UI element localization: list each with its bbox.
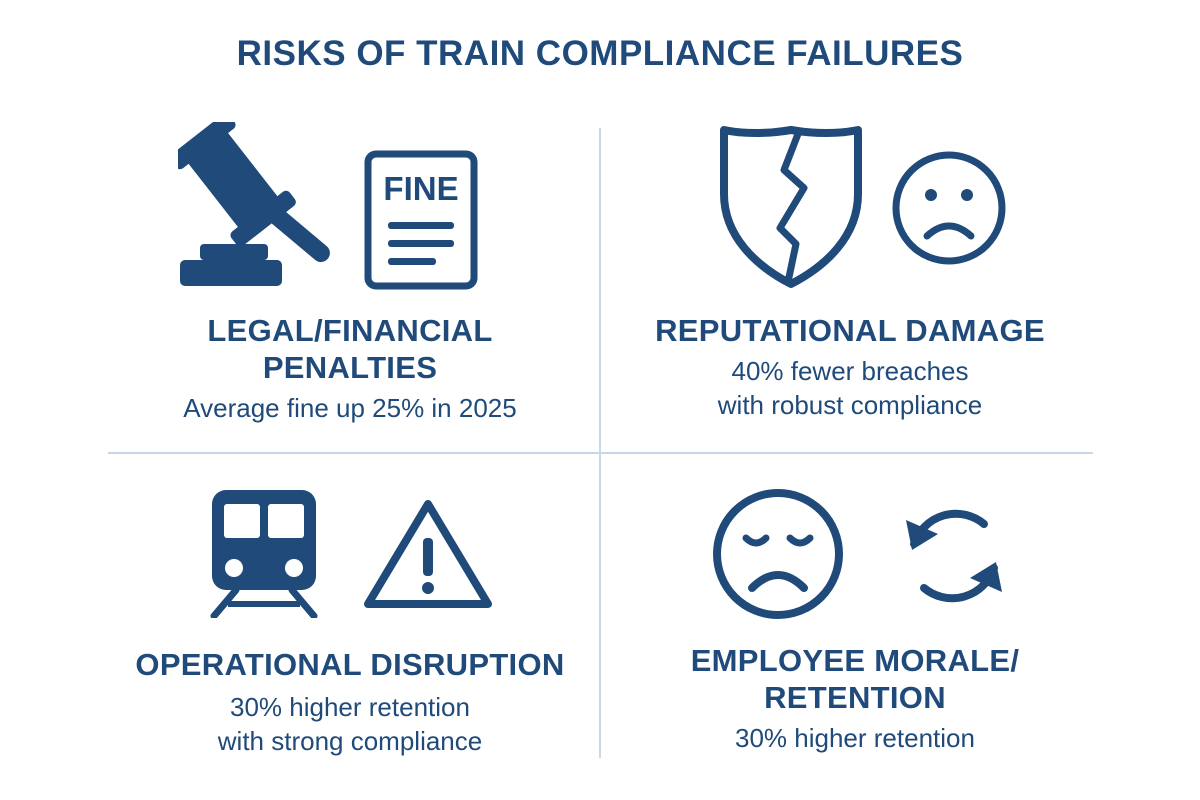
broken-shield-icon [718, 124, 864, 290]
fine-document-icon: FINE [364, 150, 478, 290]
warning-triangle-icon [362, 498, 494, 612]
quadrant-reputational: REPUTATIONAL DAMAGE 40% fewer breaches w… [610, 312, 1090, 423]
horizontal-divider [108, 452, 1093, 454]
unhappy-face-icon [712, 488, 844, 620]
quadrant-heading: OPERATIONAL DISRUPTION [135, 647, 565, 682]
quadrant-employee-morale: EMPLOYEE MORALE/ RETENTION 30% higher re… [620, 642, 1090, 756]
quadrant-subtext: 40% fewer breaches with robust complianc… [717, 356, 983, 420]
vertical-divider [599, 128, 601, 758]
quadrant-legal-financial: LEGAL/FINANCIAL PENALTIES Average fine u… [110, 312, 590, 426]
train-icon [206, 488, 322, 618]
fine-label: FINE [383, 170, 459, 207]
quadrant-operational: OPERATIONAL DISRUPTION 30% higher retent… [110, 646, 590, 759]
quadrant-heading: EMPLOYEE MORALE/ RETENTION [690, 643, 1020, 716]
quadrant-heading: LEGAL/FINANCIAL PENALTIES [207, 313, 493, 386]
gavel-icon [178, 122, 348, 290]
quadrant-subtext: 30% higher retention [735, 723, 975, 754]
quadrant-subtext: 30% higher retention with strong complia… [217, 692, 483, 756]
sad-face-icon [891, 150, 1007, 266]
refresh-cycle-icon [898, 500, 1010, 612]
quadrant-heading: REPUTATIONAL DAMAGE [655, 313, 1045, 348]
page-title: RISKS OF TRAIN COMPLIANCE FAILURES [236, 34, 964, 73]
quadrant-subtext: Average fine up 25% in 2025 [183, 393, 517, 424]
